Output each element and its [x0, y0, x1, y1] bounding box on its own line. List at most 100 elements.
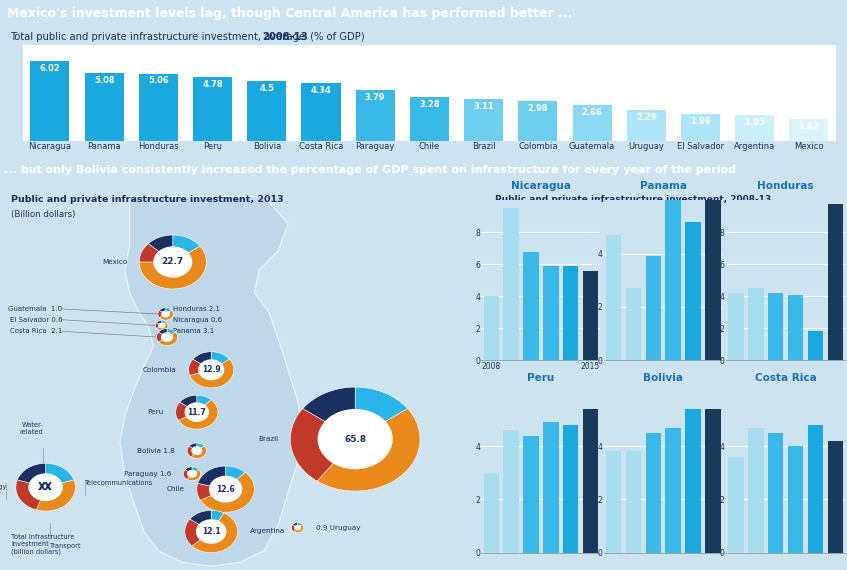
Circle shape	[153, 246, 192, 278]
Bar	[523, 435, 539, 553]
Wedge shape	[167, 328, 175, 337]
Bar	[681, 115, 720, 141]
Wedge shape	[197, 443, 205, 451]
Bar	[464, 99, 503, 141]
Text: 5.08: 5.08	[94, 76, 114, 85]
Wedge shape	[192, 513, 238, 553]
Text: Argentina: Argentina	[250, 528, 285, 535]
Text: XX: XX	[39, 483, 53, 492]
Text: (% of GDP): (% of GDP)	[495, 210, 540, 219]
Bar	[543, 422, 559, 553]
Bar	[645, 433, 662, 553]
Text: (Billion dollars): (Billion dollars)	[10, 210, 75, 219]
Bar	[828, 441, 843, 553]
Wedge shape	[158, 328, 167, 337]
Wedge shape	[36, 480, 75, 511]
Text: 2.66: 2.66	[582, 108, 602, 117]
Bar	[484, 473, 499, 553]
Wedge shape	[46, 463, 74, 487]
Wedge shape	[197, 395, 211, 412]
Bar	[626, 288, 641, 360]
Wedge shape	[302, 387, 355, 439]
Bar	[627, 111, 666, 141]
Text: 3.11: 3.11	[473, 103, 494, 111]
Text: 0.9 Uruguay: 0.9 Uruguay	[316, 524, 360, 531]
Bar	[728, 457, 744, 553]
Circle shape	[158, 323, 165, 328]
Wedge shape	[17, 463, 46, 487]
Wedge shape	[148, 235, 173, 262]
Wedge shape	[291, 409, 355, 481]
Wedge shape	[355, 387, 407, 439]
Bar	[728, 293, 744, 360]
Text: Bolivia: Bolivia	[644, 373, 684, 383]
Wedge shape	[189, 359, 211, 376]
Circle shape	[161, 311, 170, 317]
Bar	[685, 222, 700, 360]
Text: Brazil: Brazil	[258, 436, 279, 442]
Text: 2008-13: 2008-13	[263, 32, 308, 42]
Bar	[666, 428, 681, 553]
Text: 4.78: 4.78	[202, 80, 223, 89]
Text: Peru: Peru	[147, 409, 163, 415]
Wedge shape	[185, 467, 192, 474]
Wedge shape	[156, 323, 162, 328]
Wedge shape	[193, 352, 211, 370]
Text: Honduras: Honduras	[757, 181, 814, 191]
Wedge shape	[139, 243, 173, 262]
Text: Chile: Chile	[167, 486, 185, 492]
Wedge shape	[166, 308, 172, 314]
Circle shape	[161, 332, 173, 342]
Wedge shape	[197, 466, 225, 489]
Wedge shape	[291, 525, 297, 532]
Bar	[808, 331, 823, 360]
Text: Guatemala  1.0: Guatemala 1.0	[8, 306, 63, 312]
Circle shape	[28, 473, 63, 501]
Circle shape	[187, 470, 197, 478]
Text: Water-
related: Water- related	[19, 422, 43, 435]
Wedge shape	[189, 443, 197, 451]
Text: 4.5: 4.5	[259, 84, 274, 93]
Wedge shape	[158, 332, 178, 345]
Text: Mexico's investment levels lag, though Central America has performed better ...: Mexico's investment levels lag, though C…	[7, 7, 572, 21]
Text: 11.7: 11.7	[187, 408, 206, 417]
Text: 12.6: 12.6	[216, 484, 235, 494]
Bar	[503, 430, 519, 553]
Bar	[706, 409, 721, 553]
Wedge shape	[187, 470, 201, 481]
Wedge shape	[157, 332, 167, 342]
Bar	[606, 451, 622, 553]
Circle shape	[294, 525, 302, 531]
Bar	[247, 81, 286, 141]
Wedge shape	[225, 466, 246, 489]
Text: Total Infrastructure
Investment
(billion dollars): Total Infrastructure Investment (billion…	[11, 534, 75, 555]
Text: Mexico: Mexico	[102, 259, 127, 265]
Wedge shape	[297, 523, 302, 528]
Circle shape	[185, 402, 209, 422]
Wedge shape	[178, 400, 218, 429]
Text: 3.79: 3.79	[365, 93, 385, 103]
Bar	[645, 256, 662, 360]
Bar	[85, 74, 124, 141]
Bar	[543, 266, 559, 360]
Text: 5.06: 5.06	[148, 76, 169, 86]
Bar	[484, 296, 499, 360]
Bar	[768, 433, 783, 553]
Circle shape	[198, 359, 224, 380]
Text: 4.34: 4.34	[311, 86, 331, 95]
Wedge shape	[157, 323, 168, 331]
Text: Bolivia 1.8: Bolivia 1.8	[137, 447, 175, 454]
Text: Colombia: Colombia	[143, 367, 177, 373]
Wedge shape	[180, 395, 197, 412]
Text: 3.28: 3.28	[419, 100, 440, 109]
Circle shape	[196, 519, 226, 544]
Text: Telecommunications: Telecommunications	[85, 481, 153, 486]
Wedge shape	[162, 320, 167, 325]
Bar	[410, 97, 449, 141]
Bar	[583, 409, 598, 553]
Text: ... but only Bolivia consistently increased the percentage of GDP spent on infra: ... but only Bolivia consistently increa…	[4, 165, 736, 175]
Wedge shape	[187, 446, 197, 457]
Bar	[788, 295, 803, 360]
Wedge shape	[175, 402, 197, 420]
Text: 2.98: 2.98	[528, 104, 548, 113]
